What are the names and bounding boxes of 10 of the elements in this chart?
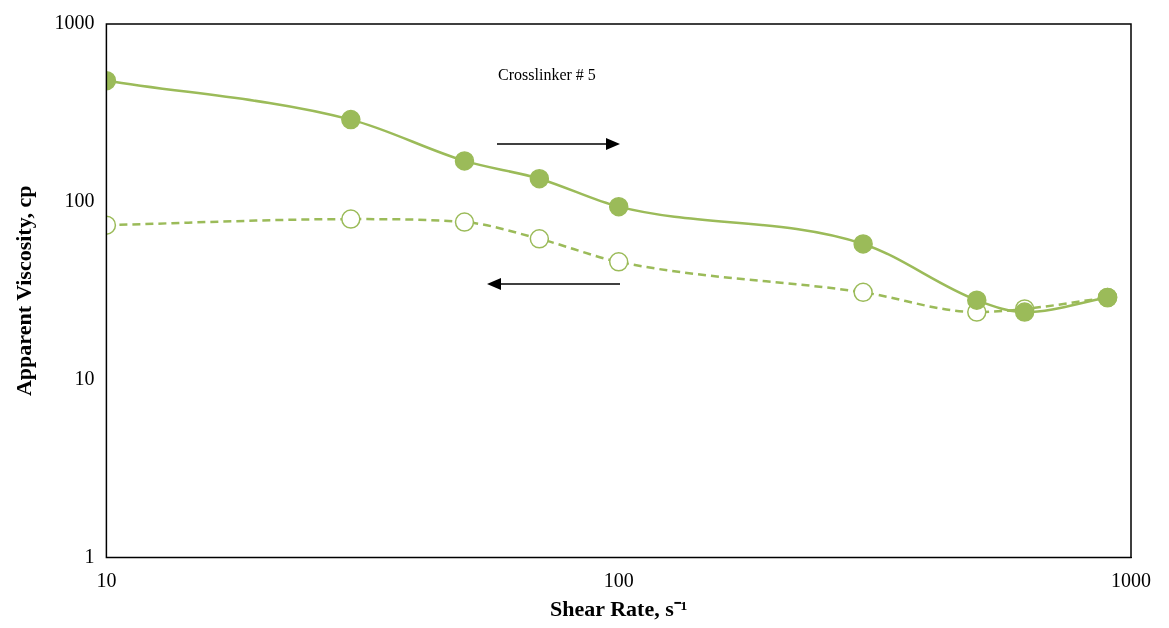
y-axis-title: Apparent Viscosity, cp <box>10 185 36 397</box>
x-axis-title: Shear Rate, s⁻¹ <box>550 596 688 622</box>
annotation: Crosslinker # 5 <box>498 66 596 83</box>
x-tick-label: 10 <box>96 568 117 591</box>
y-tick-label: 1000 <box>54 11 95 34</box>
x-tick-label: 100 <box>603 568 634 591</box>
y-tick-label: 10 <box>74 366 95 389</box>
x-tick-label: 1000 <box>1111 568 1151 591</box>
y-tick-label: 1 <box>84 544 95 567</box>
y-tick-label: 100 <box>64 189 95 212</box>
